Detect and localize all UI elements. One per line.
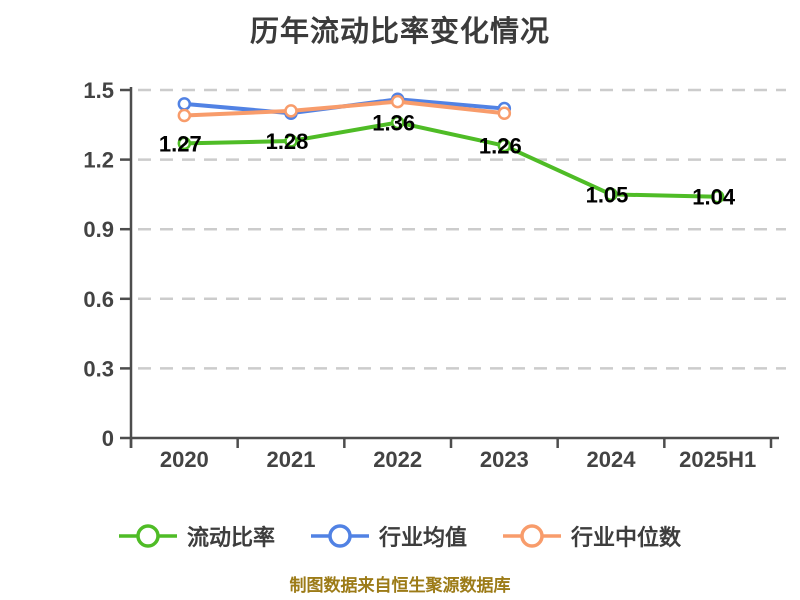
series-point: [390, 115, 405, 130]
data-label: 1.28: [266, 129, 309, 154]
legend-item-1[interactable]: 流动比率: [118, 520, 275, 552]
legend-marker-icon: [503, 524, 561, 548]
data-label: 1.27: [159, 131, 202, 156]
y-tick-label: 0.9: [83, 217, 114, 242]
x-tick-label: 2024: [587, 447, 637, 472]
legend-item-2[interactable]: 行业均值: [310, 520, 467, 552]
chart-legend: 流动比率 行业均值 行业中位数: [0, 514, 800, 558]
legend-label: 行业中位数: [571, 525, 682, 550]
series-line-行业中位数: [182, 99, 507, 118]
series-point: [284, 134, 298, 148]
series-point: [284, 104, 298, 118]
series-line-流动比率: [182, 120, 720, 199]
data-label: 1.04: [692, 185, 736, 210]
y-tick-label: 0: [102, 426, 114, 451]
x-tick-label: 2020: [160, 447, 209, 472]
series-point: [177, 136, 192, 151]
line-chart-plot: 0 0.3 0.6 0.9 1.2 1.5 2020 2021 2022 2023 2024 2025…: [83, 78, 786, 472]
series-point: [497, 106, 512, 120]
series-point: [390, 94, 405, 109]
series-point: [497, 138, 512, 153]
data-label: 1.05: [586, 182, 629, 207]
chart-title: 历年流动比率变化情况: [249, 16, 550, 48]
x-tick-label: 2023: [480, 447, 529, 472]
x-tick-label: 2021: [267, 447, 316, 472]
y-tick-label: 0.6: [83, 287, 114, 312]
y-tick-label: 1.5: [83, 78, 114, 103]
data-source-note: 制图数据来自恒生聚源数据库: [289, 576, 511, 595]
data-label: 1.36: [372, 110, 415, 135]
y-tick-label: 1.2: [83, 148, 114, 173]
legend-marker-icon: [310, 524, 369, 548]
series-point: [177, 108, 192, 123]
legend-marker-icon: [118, 524, 177, 548]
legend-item-3[interactable]: 行业中位数: [503, 520, 681, 552]
series-point: [710, 189, 725, 204]
legend-label: 流动比率: [186, 525, 275, 550]
legend-label: 行业均值: [378, 525, 467, 550]
x-tick-label: 2022: [373, 447, 422, 472]
series-point: [177, 97, 192, 111]
x-tick-label: 2025H1: [679, 447, 756, 472]
y-tick-label: 0.3: [83, 356, 114, 381]
series-point: [604, 187, 618, 202]
data-label: 1.26: [479, 134, 522, 159]
